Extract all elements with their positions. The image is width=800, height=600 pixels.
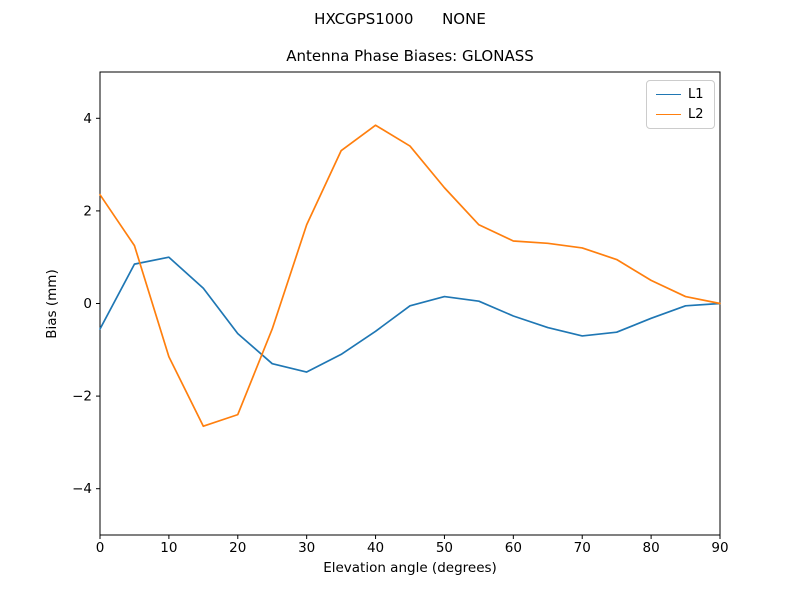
series-line-l2: [99, 124, 721, 428]
y-tick-label: 4: [83, 111, 92, 127]
series-line-l1: [99, 256, 721, 373]
legend-item-l1: L1: [656, 87, 706, 102]
legend-l1-line-swatch: [656, 94, 681, 95]
x-tick-label: 60: [505, 540, 522, 556]
legend-label-l1: L1: [688, 87, 704, 102]
x-tick-label: 30: [298, 540, 315, 556]
x-tick-label: 40: [367, 540, 384, 556]
y-tick-label: −2: [72, 389, 92, 405]
x-tick-label: 70: [574, 540, 591, 556]
x-tick-label: 0: [96, 540, 105, 556]
legend-l2-line-swatch: [656, 114, 681, 115]
x-tick-label: 80: [643, 540, 660, 556]
y-axis-label: Bias (mm): [44, 269, 60, 339]
x-tick-label: 90: [711, 540, 728, 556]
legend-label-l2: L2: [688, 107, 704, 122]
x-tick-label: 50: [436, 540, 453, 556]
legend-box: L1 L2: [646, 80, 715, 129]
y-tick-label: −4: [72, 481, 92, 497]
axes-frame: [99, 71, 721, 536]
x-axis-label: Elevation angle (degrees): [323, 560, 497, 576]
chart-title: Antenna Phase Biases: GLONASS: [286, 47, 534, 65]
legend-item-l2: L2: [656, 107, 706, 122]
y-tick-label: 0: [83, 296, 92, 312]
x-tick-label: 20: [229, 540, 246, 556]
x-tick-label: 10: [160, 540, 177, 556]
y-tick-label: 2: [83, 203, 92, 219]
figure-suptitle: HXCGPS1000 NONE: [314, 10, 486, 28]
